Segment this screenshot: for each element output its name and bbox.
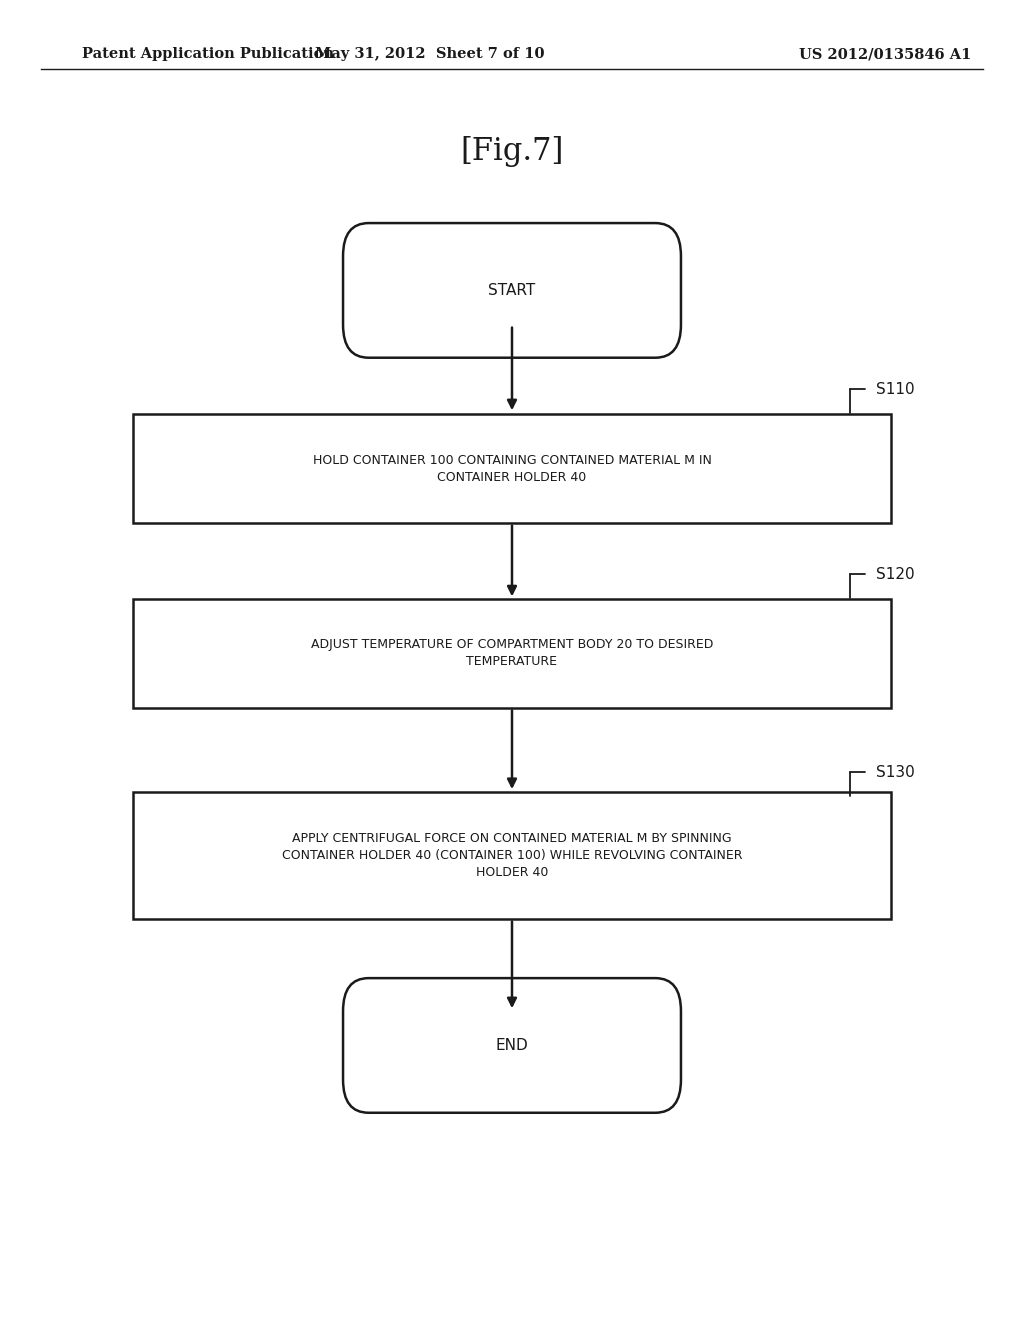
Text: ADJUST TEMPERATURE OF COMPARTMENT BODY 20 TO DESIRED
TEMPERATURE: ADJUST TEMPERATURE OF COMPARTMENT BODY 2… (311, 639, 713, 668)
Text: START: START (488, 282, 536, 298)
Bar (133, 599, 891, 708)
Text: S130: S130 (876, 764, 914, 780)
Text: May 31, 2012  Sheet 7 of 10: May 31, 2012 Sheet 7 of 10 (315, 48, 545, 61)
Text: S110: S110 (876, 381, 914, 397)
Bar (133, 414, 891, 523)
Text: Patent Application Publication: Patent Application Publication (82, 48, 334, 61)
FancyBboxPatch shape (343, 223, 681, 358)
FancyBboxPatch shape (343, 978, 681, 1113)
Text: S120: S120 (876, 566, 914, 582)
Text: [Fig.7]: [Fig.7] (461, 136, 563, 168)
Text: HOLD CONTAINER 100 CONTAINING CONTAINED MATERIAL M IN
CONTAINER HOLDER 40: HOLD CONTAINER 100 CONTAINING CONTAINED … (312, 454, 712, 483)
Text: APPLY CENTRIFUGAL FORCE ON CONTAINED MATERIAL M BY SPINNING
CONTAINER HOLDER 40 : APPLY CENTRIFUGAL FORCE ON CONTAINED MAT… (282, 832, 742, 879)
Text: END: END (496, 1038, 528, 1053)
Text: US 2012/0135846 A1: US 2012/0135846 A1 (799, 48, 971, 61)
Bar (133, 792, 891, 919)
